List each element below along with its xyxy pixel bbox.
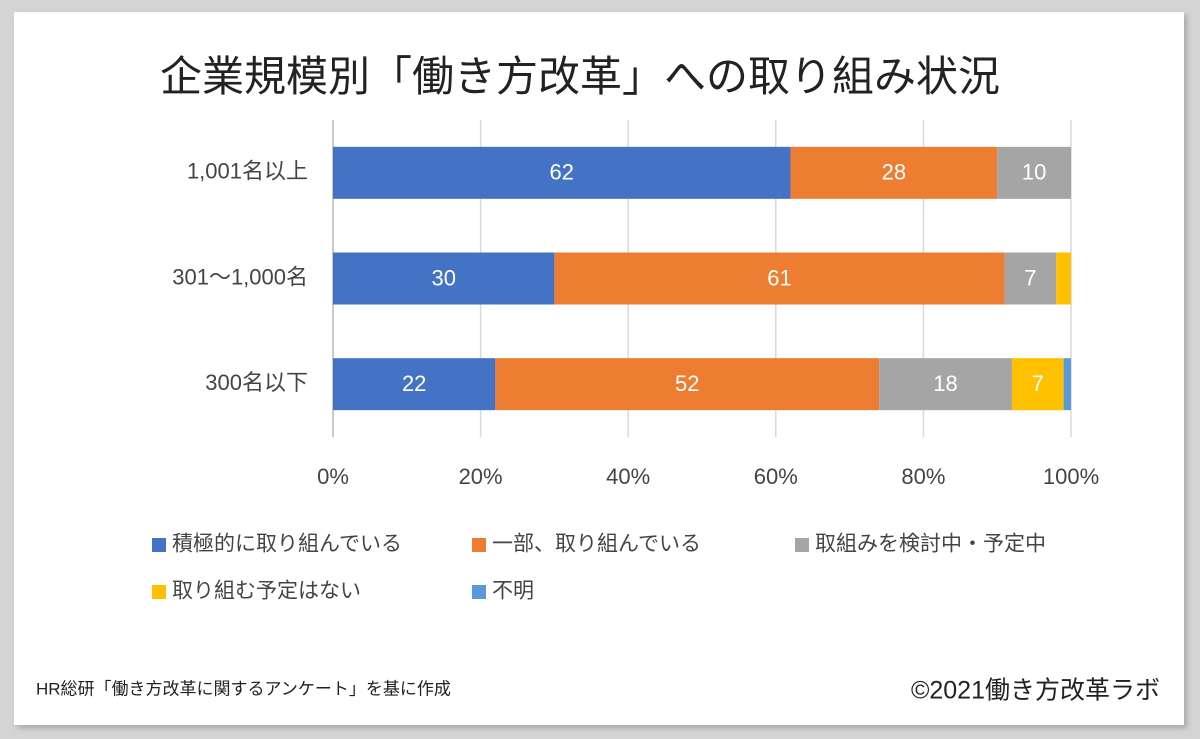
bar-segment bbox=[1004, 252, 1057, 305]
data-label: 7 bbox=[1024, 265, 1036, 290]
legend-swatch bbox=[152, 538, 166, 552]
data-label: 62 bbox=[550, 160, 574, 185]
x-tick-label: 100% bbox=[1043, 464, 1099, 489]
data-label: 52 bbox=[675, 371, 699, 396]
y-tick-label: 301〜1,000名 bbox=[172, 264, 308, 289]
legend-swatch bbox=[472, 585, 486, 599]
y-tick-label: 300名以下 bbox=[205, 370, 308, 395]
legend-label: 積極的に取り組んでいる bbox=[172, 533, 402, 556]
y-tick-label: 1,001名以上 bbox=[187, 159, 308, 184]
data-label: 18 bbox=[933, 371, 957, 396]
legend-swatch bbox=[795, 538, 809, 552]
chart-title: 企業規模別「働き方改革」への取り組み状況 bbox=[160, 53, 1000, 100]
bar-segment bbox=[333, 358, 496, 411]
data-label: 22 bbox=[402, 371, 426, 396]
legend-swatch bbox=[152, 585, 166, 599]
data-label: 10 bbox=[1022, 160, 1046, 185]
data-label: 7 bbox=[1032, 371, 1044, 396]
bar-segment bbox=[1056, 252, 1071, 305]
data-label: 28 bbox=[882, 160, 906, 185]
source-note: HR総研「働き方改革に関するアンケート」を基に作成 bbox=[36, 679, 451, 698]
data-label: 61 bbox=[767, 265, 791, 290]
legend-label: 一部、取り組んでいる bbox=[492, 533, 701, 556]
legend-label: 取り組む予定はない bbox=[172, 580, 361, 603]
legend-swatch bbox=[472, 538, 486, 552]
legend-label: 取組みを検討中・予定中 bbox=[815, 533, 1046, 556]
bar-segment bbox=[1011, 358, 1064, 411]
x-tick-label: 60% bbox=[754, 464, 798, 489]
bar-segment bbox=[790, 146, 998, 199]
x-tick-label: 0% bbox=[317, 464, 349, 489]
bar-segment bbox=[554, 252, 1005, 305]
x-tick-label: 40% bbox=[606, 464, 650, 489]
legend-label: 不明 bbox=[492, 580, 534, 603]
bar-segment bbox=[997, 146, 1071, 199]
x-tick-label: 80% bbox=[901, 464, 945, 489]
bar-segment bbox=[1063, 358, 1071, 411]
bar-segment bbox=[879, 358, 1012, 411]
bar-segment bbox=[333, 146, 791, 199]
credit: ©2021働き方改革ラボ bbox=[911, 677, 1160, 705]
x-tick-label: 20% bbox=[459, 464, 503, 489]
bar-segment bbox=[495, 358, 880, 411]
data-label: 30 bbox=[431, 265, 455, 290]
bar-segment bbox=[333, 252, 555, 305]
